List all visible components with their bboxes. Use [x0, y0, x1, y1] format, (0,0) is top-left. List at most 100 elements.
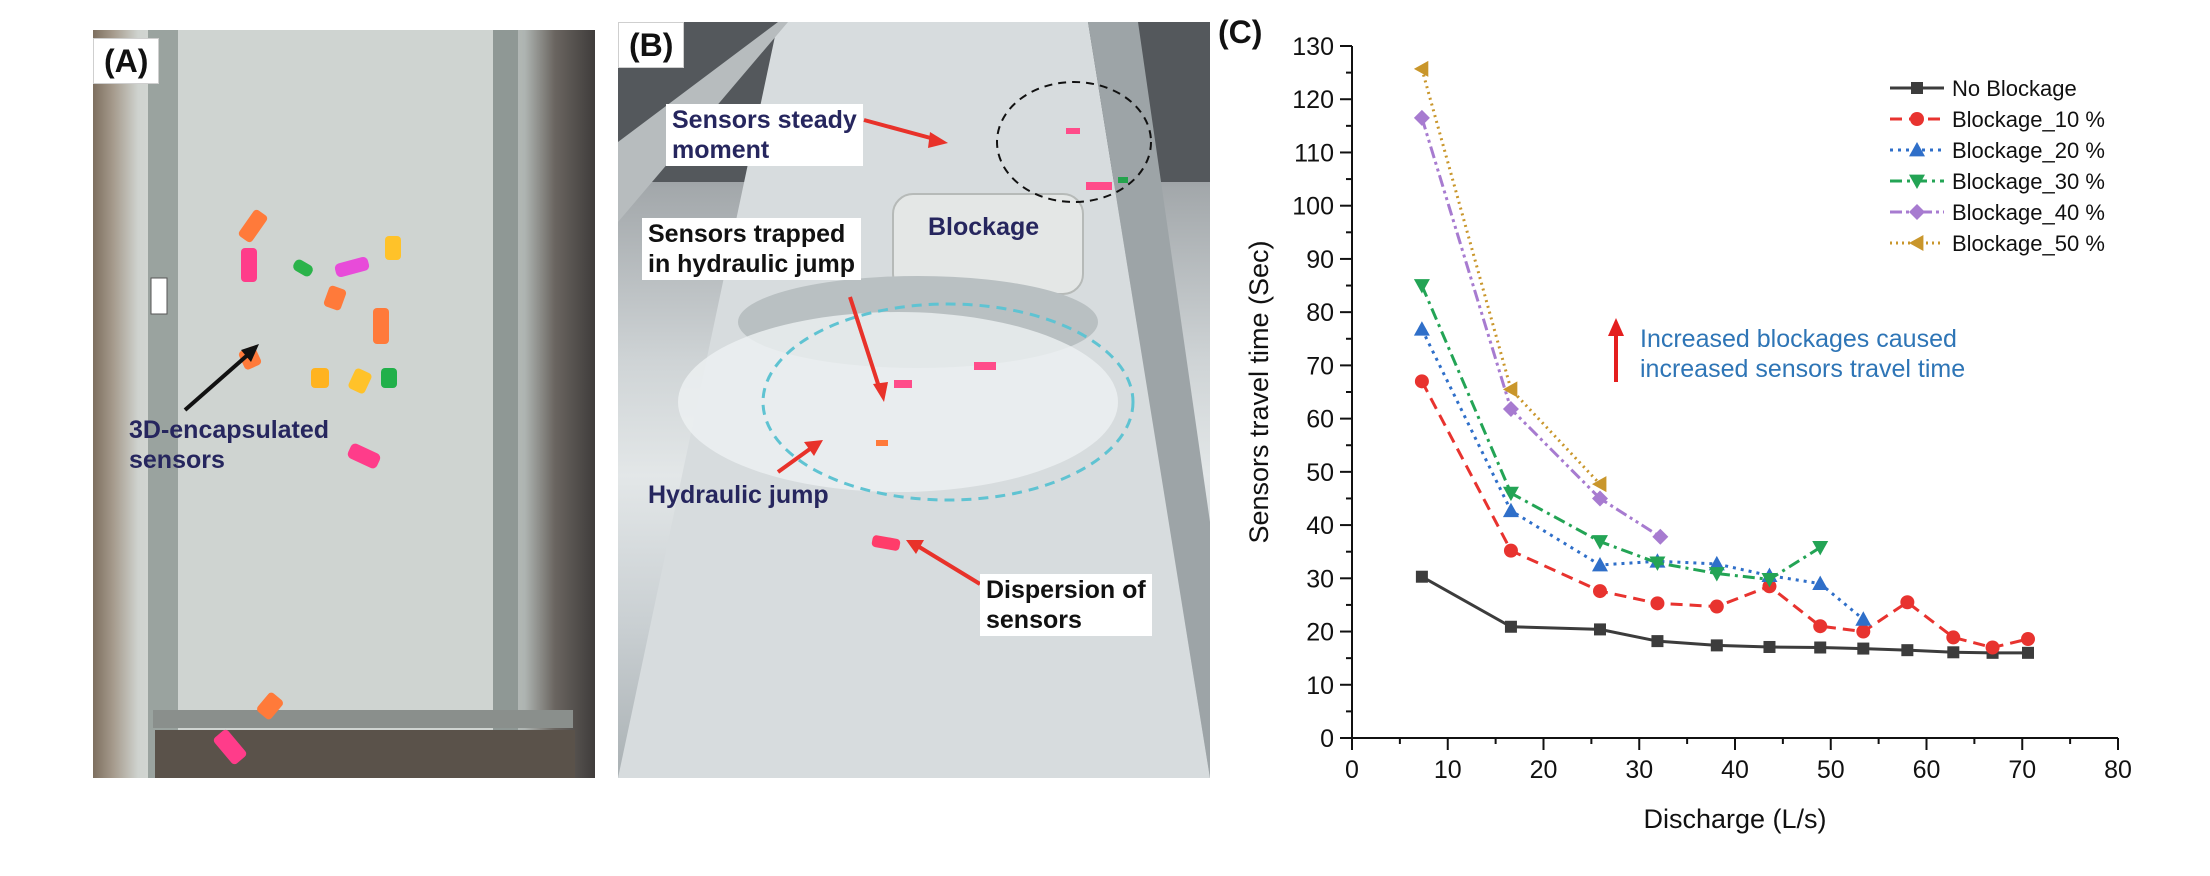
trapped-arrow [848, 296, 882, 391]
jump-arrow [776, 444, 816, 474]
data-point [1415, 570, 1428, 583]
data-point [1591, 476, 1607, 493]
y-tick-label: 120 [1292, 86, 1334, 114]
sensor-capsule [385, 236, 401, 260]
data-point [1909, 174, 1925, 189]
legend-label: Blockage_50 % [1952, 231, 2105, 256]
y-axis-label: Sensors travel time (Sec) [1244, 240, 1274, 543]
series-no-blockage [1415, 570, 2034, 659]
steady-arrowhead [928, 132, 948, 148]
legend-label: Blockage_20 % [1952, 138, 2105, 163]
x-tick-label: 10 [1434, 756, 1462, 784]
data-point [1946, 630, 1961, 645]
data-point [1504, 620, 1517, 633]
flume-wall-left [148, 30, 178, 778]
sensor-capsule [293, 259, 313, 277]
series-line [1420, 68, 1602, 486]
sensor-capsule [381, 368, 397, 388]
data-point [1502, 486, 1519, 502]
sensor-capsules [213, 209, 401, 765]
data-point [1901, 644, 1914, 657]
sensor-capsule [334, 256, 370, 278]
y-tick-label: 60 [1306, 406, 1334, 434]
annotation-line-1: Increased blockages caused [1640, 325, 1957, 353]
data-point [1593, 623, 1606, 636]
sensor-capsule [241, 248, 257, 282]
data-point [1591, 535, 1608, 550]
foam-area [678, 312, 1118, 492]
sensor-capsule [871, 535, 901, 551]
sensors-annotation: 3D-encapsulated sensors [129, 416, 330, 474]
dispersion-arrowhead [906, 540, 924, 554]
y-tick-label: 110 [1294, 139, 1334, 167]
sensor-capsule [373, 308, 389, 344]
data-point [1911, 82, 1923, 94]
data-point [1710, 639, 1723, 652]
legend-label: Blockage_40 % [1952, 200, 2105, 225]
trapped-arrowhead [873, 382, 888, 402]
y-tick-label: 100 [1292, 193, 1334, 221]
legend-entry: Blockage_40 % [1890, 200, 2105, 225]
chart-annotation: Increased blockages caused increased sen… [1608, 318, 1965, 383]
data-point [2020, 631, 2035, 646]
blockage-label: Blockage [928, 213, 1040, 241]
data-point [1414, 374, 1429, 389]
flume-wall-right [1088, 22, 1210, 778]
sensor-capsule [323, 285, 347, 311]
series-line [1421, 575, 2028, 655]
data-point [1985, 640, 2000, 655]
legend-entry: Blockage_50 % [1890, 231, 2105, 256]
sensor-capsule [213, 729, 247, 765]
data-point [1812, 541, 1829, 556]
data-point [1709, 599, 1724, 614]
chart-legend: No Blockage Blockage_10 % Blockage_20 % Blo… [1890, 76, 2105, 256]
y-tick-label: 130 [1292, 33, 1334, 61]
panel-b-label: (B) [618, 22, 685, 68]
sensor-capsule [974, 362, 996, 370]
data-point [1651, 635, 1664, 648]
data-point [1857, 642, 1870, 655]
jump-arrowhead [804, 440, 823, 456]
data-point [1650, 596, 1665, 611]
data-point [1502, 502, 1519, 518]
series-blockage-10 [1414, 374, 2035, 655]
flume-wall-right [493, 30, 518, 778]
sensor-capsule [348, 368, 372, 394]
ruler-tag [150, 277, 168, 315]
data-point [1413, 109, 1430, 126]
steady-label: Sensors steady moment [666, 104, 863, 166]
sensor-capsule [876, 440, 888, 446]
flume-edge [153, 710, 573, 728]
sensor-capsule [1086, 182, 1112, 190]
series-blockage-40 [1413, 109, 1669, 545]
x-tick-label: 50 [1817, 756, 1845, 784]
annotation-arrowhead [241, 344, 259, 362]
panel-a-scene [148, 30, 575, 778]
panel-b-photo: (B) Sensors steady moment Blockage Senso… [618, 22, 1210, 778]
y-tick-label: 20 [1306, 619, 1334, 647]
y-tick-label: 30 [1306, 565, 1334, 593]
data-point [1413, 60, 1429, 77]
flume-water [173, 30, 513, 778]
sensor-capsule [1066, 128, 1080, 134]
sensor-capsule [894, 380, 912, 388]
x-tick-label: 0 [1345, 756, 1359, 784]
data-point [1708, 555, 1725, 571]
data-point [1909, 142, 1925, 157]
trapped-label: Sensors trapped in hydraulic jump [642, 218, 861, 280]
series-line [1420, 117, 1662, 539]
data-point [1909, 204, 1925, 220]
legend-entry: Blockage_10 % [1890, 107, 2105, 132]
data-point [1900, 595, 1915, 610]
data-point [1812, 575, 1829, 591]
y-tick-label: 10 [1306, 672, 1334, 700]
jump-circle [761, 302, 1135, 502]
legend-entry: No Blockage [1890, 76, 2077, 101]
chart-series [1413, 60, 2035, 659]
travel-time-chart: 0 10 20 30 40 50 60 70 80 0 10 20 30 40 50 60 70 80 90 100 1… [1244, 33, 2132, 834]
chart-axes: 0 10 20 30 40 50 60 70 80 0 10 20 30 40 50 60 70 80 90 100 1… [1244, 33, 2132, 834]
jump-label: Hydraulic jump [648, 481, 829, 509]
data-point [1761, 572, 1778, 588]
increase-arrowhead [1608, 318, 1624, 336]
data-point [1652, 528, 1669, 545]
